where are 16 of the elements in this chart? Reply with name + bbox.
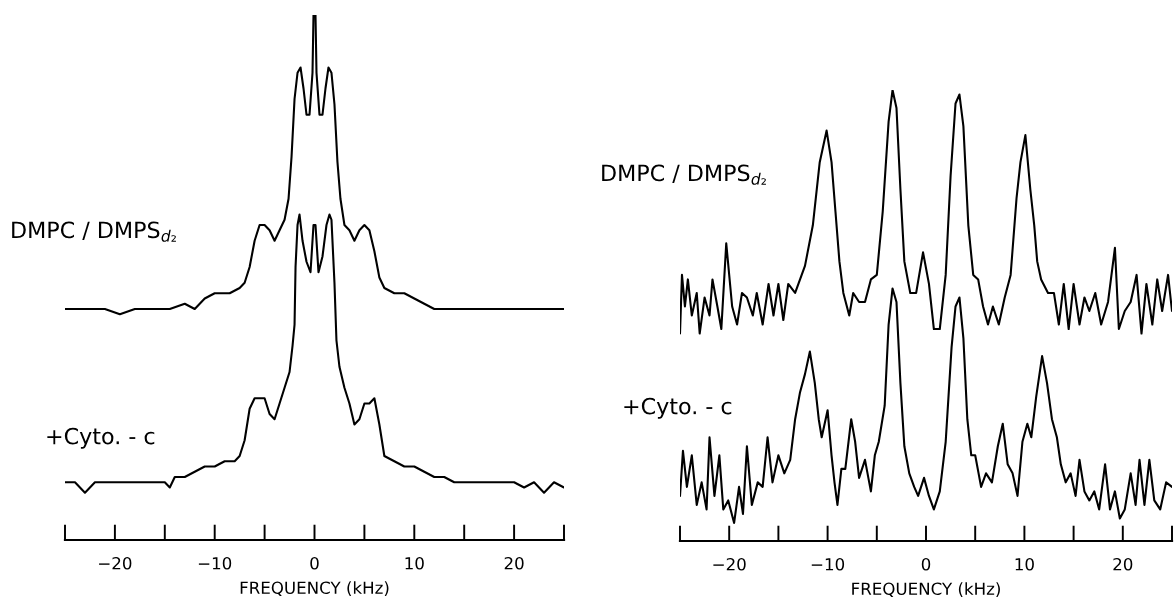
text: DMPC / DMPS$_{d₂}$ (12, 221, 176, 242)
series-label: +Cyto. - c (624, 397, 732, 419)
x-tick-label: −20 (713, 557, 746, 571)
x-tick-label: −10 (811, 557, 845, 571)
x-tick-label: 20 (504, 556, 524, 570)
x-tick-label: −20 (99, 556, 132, 570)
x-tick-label: 0 (921, 557, 931, 571)
text: DMPC / DMPS$_{d₂}$ (602, 164, 766, 185)
x-axis-title: FREQUENCY (kHz) (240, 581, 389, 596)
series-label: +Cyto. - c (47, 427, 155, 449)
x-tick-label: 10 (1015, 557, 1034, 571)
x-tick-label: 20 (1113, 557, 1133, 571)
x-tick-label: −10 (198, 556, 232, 570)
x-axis-title: FREQUENCY (kHz) (852, 582, 1000, 597)
x-tick-label: 10 (405, 556, 424, 570)
x-tick-label: 0 (310, 556, 319, 570)
